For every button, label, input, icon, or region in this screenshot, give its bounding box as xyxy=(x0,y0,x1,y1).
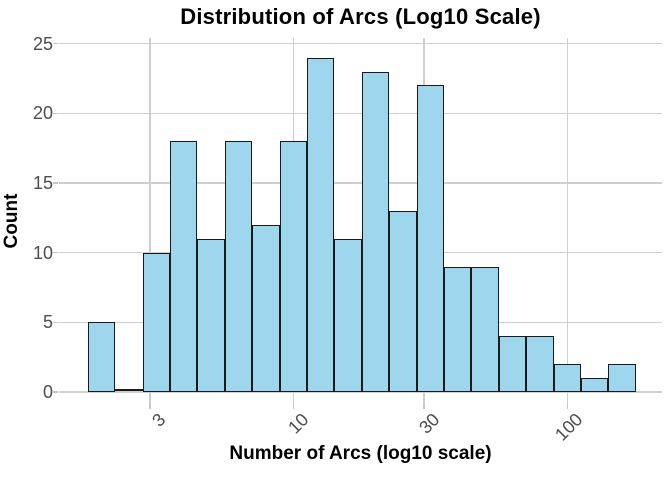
y-gridline xyxy=(59,391,662,393)
histogram-bar xyxy=(361,71,390,392)
y-tick-mark xyxy=(53,42,58,45)
y-tick-mark xyxy=(53,251,58,254)
x-tick-mark xyxy=(292,404,295,409)
y-tick-label: 10 xyxy=(32,242,53,263)
histogram-bar xyxy=(581,378,609,392)
chart-title: Distribution of Arcs (Log10 Scale) xyxy=(180,4,541,29)
x-tick-mark xyxy=(566,404,569,409)
y-tick-mark xyxy=(53,112,58,115)
x-axis-title: Number of Arcs (log10 scale) xyxy=(229,443,492,464)
y-tick-mark xyxy=(53,391,58,393)
histogram-bar xyxy=(87,322,116,392)
histogram-bar xyxy=(334,238,362,392)
x-tick-mark xyxy=(149,404,151,409)
histogram-bar xyxy=(224,141,253,392)
y-gridline xyxy=(59,42,662,45)
y-tick-label: 0 xyxy=(42,382,53,402)
y-tick-label: 5 xyxy=(42,312,53,333)
y-tick-mark xyxy=(53,321,58,324)
y-tick-label: 15 xyxy=(32,173,53,193)
y-tick-label: 20 xyxy=(32,103,53,124)
histogram-bar xyxy=(471,266,499,392)
y-tick-mark xyxy=(53,182,58,184)
histogram-bar xyxy=(142,252,170,392)
histogram-bar xyxy=(553,364,581,392)
histogram-bar xyxy=(608,364,636,392)
histogram-bar xyxy=(115,389,143,391)
histogram-bar xyxy=(526,336,554,392)
plot-panel xyxy=(59,38,662,404)
histogram-bar xyxy=(389,210,417,392)
y-gridline xyxy=(59,112,662,115)
histogram-bar xyxy=(307,57,335,392)
y-gridline xyxy=(59,182,662,184)
x-gridline xyxy=(566,38,569,404)
histogram-bar xyxy=(279,141,307,392)
y-tick-label: 25 xyxy=(32,33,53,54)
histogram-bar xyxy=(444,266,472,392)
histogram-bar xyxy=(252,224,280,392)
histogram-bar xyxy=(416,85,444,392)
x-tick-mark xyxy=(423,404,425,409)
histogram-bar xyxy=(197,238,225,392)
histogram-bar xyxy=(170,141,198,392)
x-gridline xyxy=(149,38,151,404)
histogram-bar xyxy=(498,336,527,392)
